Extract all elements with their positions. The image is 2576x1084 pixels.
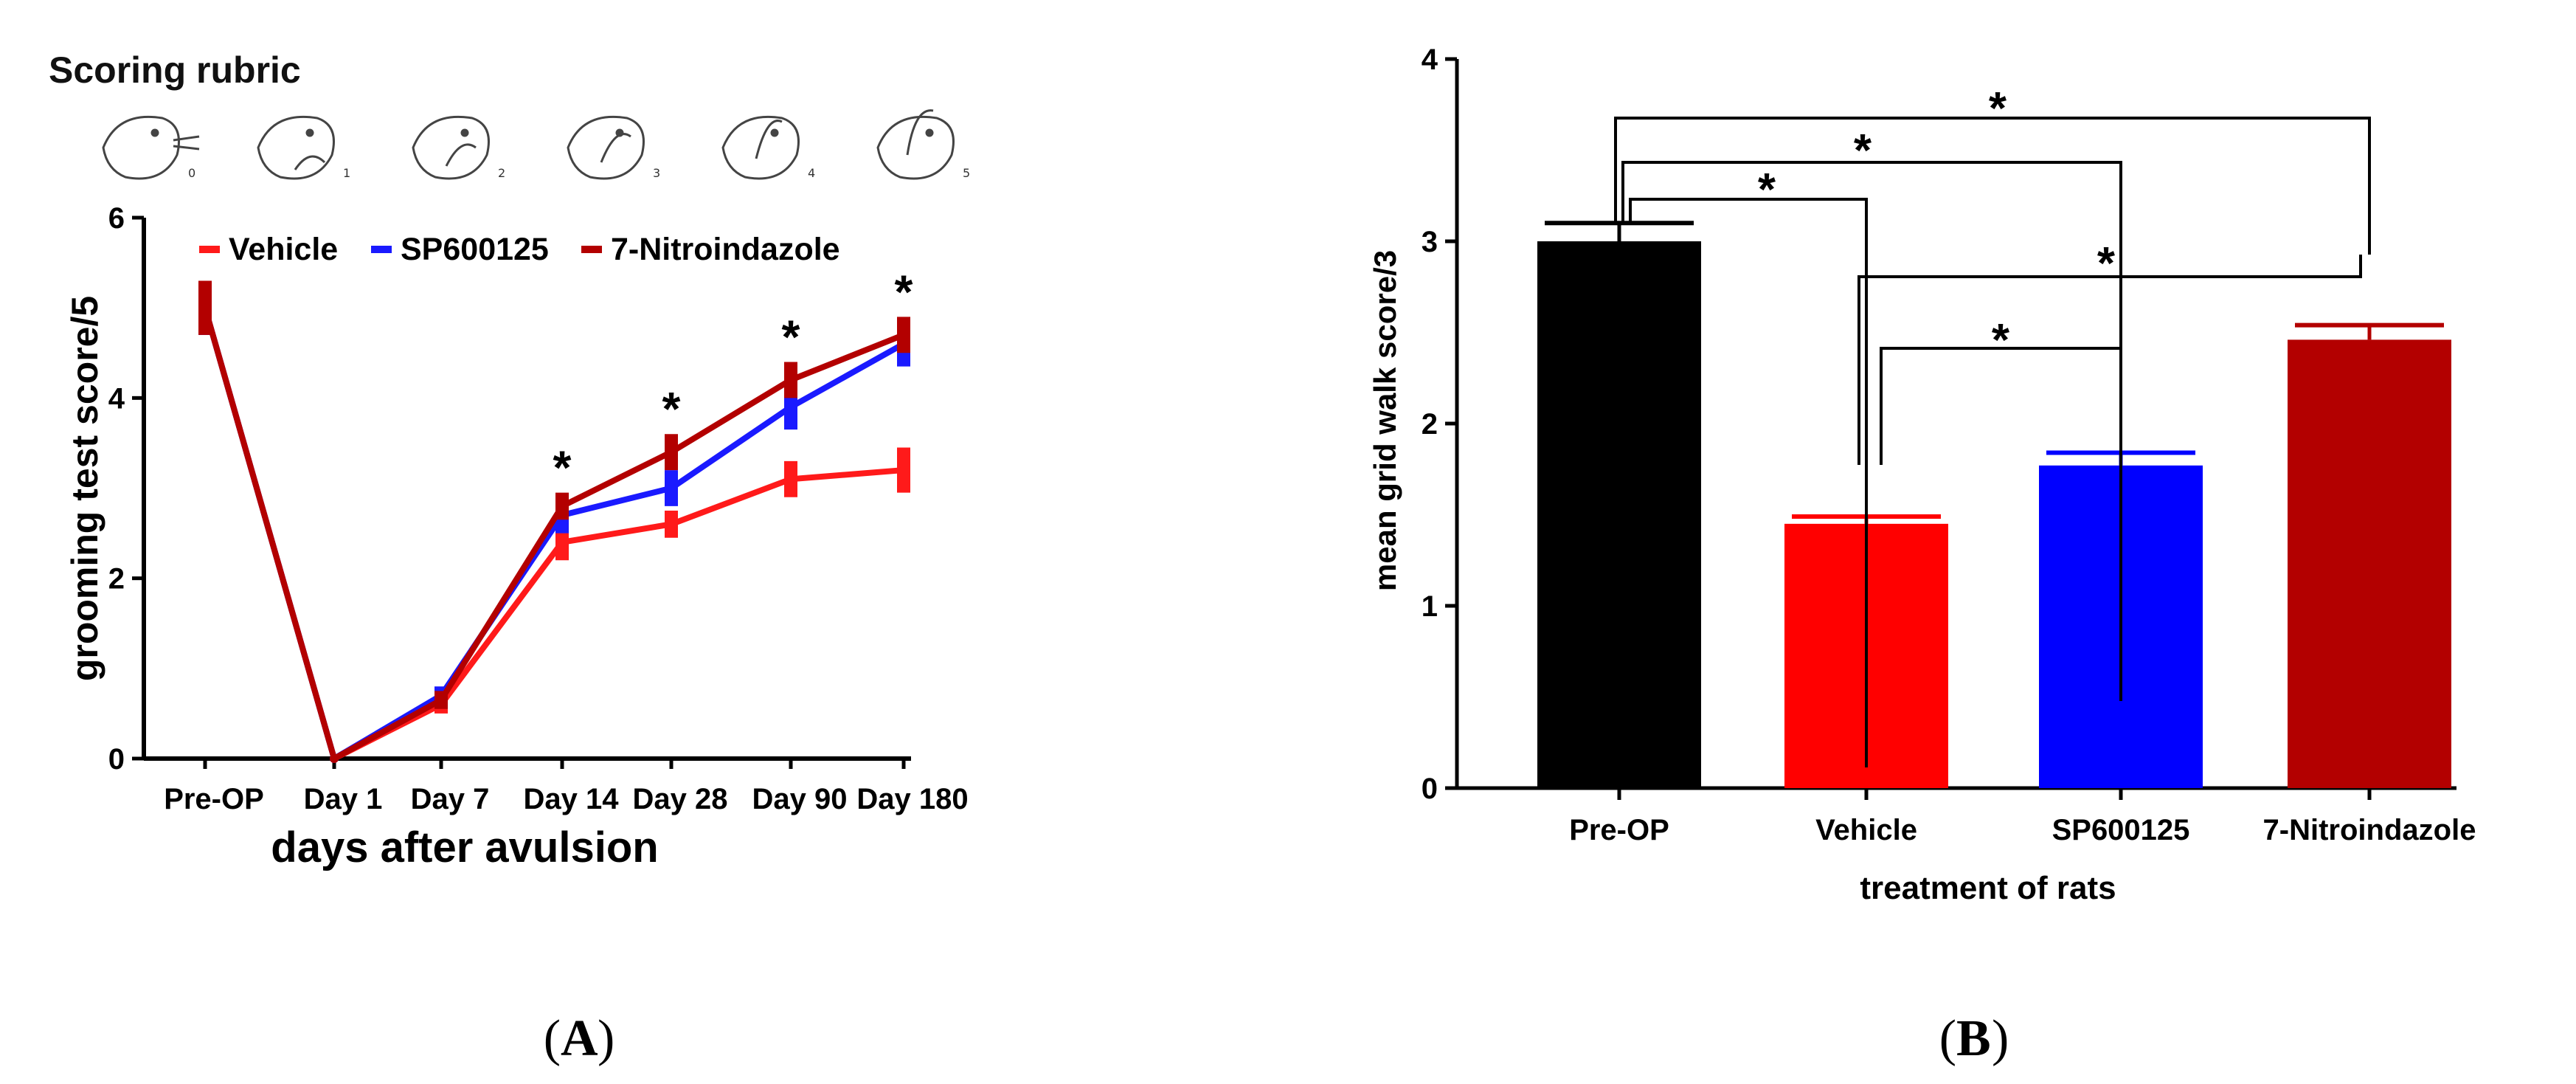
a-y-ticks: 0 2 4 6 <box>108 202 144 776</box>
bracket-preop-vs-sp <box>1621 161 2122 701</box>
a-y-axis-label: grooming test score/5 <box>64 296 105 681</box>
a-significance-star-day-90: * <box>782 310 800 363</box>
b-star-vehicle-vs-7ni: * <box>2097 238 2116 289</box>
data-point-7-nitroindazole-5 <box>786 375 795 384</box>
bracket-preop-vs-7ni <box>1614 117 2371 255</box>
a-y-tick-label-2: 2 <box>108 563 125 595</box>
rubric-rat-icon-1 <box>257 115 335 180</box>
data-point-sp600125-5 <box>786 402 795 412</box>
data-point-vehicle-6 <box>899 466 908 475</box>
data-point-7-nitroindazole-2 <box>437 695 446 705</box>
b-y-tick-label-4: 4 <box>1422 44 1438 76</box>
a-x-axis-label: days after avulsion <box>271 824 658 871</box>
rubric-label-4: 4 <box>808 166 815 180</box>
series-line-7-nitroindazole <box>202 307 905 763</box>
b-y-tick-label-2: 2 <box>1422 408 1438 441</box>
b-y-tick-label-0: 0 <box>1422 773 1438 805</box>
rubric-label-3: 3 <box>653 166 660 180</box>
rubric-label-0: 0 <box>188 166 195 180</box>
a-x-tick-label-day-28: Day 28 <box>633 783 728 815</box>
b-x-tick-label-vehicle: Vehicle <box>1815 814 1917 846</box>
bracket-vehicle-vs-sp <box>1880 347 2122 465</box>
panel-b-close-paren: ) <box>1992 1010 2009 1067</box>
data-point-7-nitroindazole-1 <box>330 754 339 763</box>
b-x-tick-label-sp600125: SP600125 <box>2052 814 2190 846</box>
data-point-7-nitroindazole-6 <box>899 330 908 339</box>
rubric-rat-icon-0 <box>102 115 200 180</box>
data-point-sp600125-4 <box>667 483 676 493</box>
a-series-group <box>198 280 910 764</box>
panel-a-close-paren: ) <box>598 1010 614 1067</box>
rubric-title: Scoring rubric <box>49 49 301 91</box>
data-point-7-nitroindazole-0 <box>201 303 210 313</box>
data-point-7-nitroindazole-4 <box>667 447 676 457</box>
b-y-tick-label-3: 3 <box>1422 226 1438 258</box>
b-y-tick-label-1: 1 <box>1422 590 1438 623</box>
a-significance-star-day-28: * <box>662 382 681 435</box>
b-x-tick-label-7-nitroindazole: 7-Nitroindazole <box>2263 814 2476 846</box>
legend-label-sp600125: SP600125 <box>401 232 549 267</box>
bar-7-nitroindazole <box>2288 339 2451 788</box>
rubric-strip <box>102 109 955 180</box>
b-x-ticks: Pre-OP Vehicle SP600125 7-Nitroindazole <box>1569 788 2476 846</box>
a-y-tick-label-6: 6 <box>108 202 125 235</box>
a-legend: Vehicle SP600125 7-Nitroindazole <box>199 232 840 267</box>
b-star-preop-vs-sp: * <box>1854 125 1872 176</box>
b-star-vehicle-vs-sp: * <box>1992 315 2010 366</box>
a-x-tick-label-day-180: Day 180 <box>856 783 968 815</box>
rubric-rat-icon-3 <box>567 115 645 180</box>
panel-b-open-paren: ( <box>1939 1010 1956 1067</box>
b-brackets <box>1614 117 2371 767</box>
a-x-tick-label-pre-op: Pre-OP <box>164 783 264 815</box>
rubric-rat-icon-4 <box>721 115 800 180</box>
b-bars-group <box>1537 221 2451 788</box>
rubric-rat-icon-5 <box>876 109 955 180</box>
panel-a: Scoring rubric <box>49 49 970 1067</box>
a-x-tick-label-day-14: Day 14 <box>524 783 620 815</box>
a-y-tick-label-0: 0 <box>108 743 125 776</box>
bracket-vehicle-vs-7ni <box>1857 255 2362 465</box>
panel-b-label: B <box>1956 1010 1991 1067</box>
a-significance-group: * * * * <box>553 265 913 494</box>
a-x-tick-label-day-90: Day 90 <box>752 783 848 815</box>
b-star-preop-vs-7ni: * <box>1989 83 2007 134</box>
bracket-preop-vs-vehicle <box>1629 198 1868 767</box>
data-point-vehicle-4 <box>667 519 676 529</box>
b-star-preop-vs-vehicle: * <box>1758 165 1776 215</box>
panel-a-open-paren: ( <box>544 1010 561 1067</box>
rubric-rat-icon-2 <box>412 115 490 180</box>
rubric-label-5: 5 <box>963 166 970 180</box>
bar-pre-op <box>1537 241 1701 788</box>
data-point-7-nitroindazole-3 <box>558 501 567 511</box>
data-point-vehicle-5 <box>786 474 795 484</box>
a-significance-star-day-180: * <box>895 265 913 318</box>
panel-b: 0 1 2 3 4 Pre-OP Vehicle SP600125 7-Nitroindazo… <box>1368 44 2476 1067</box>
legend-label-vehicle: Vehicle <box>229 232 338 267</box>
a-y-tick-label-4: 4 <box>108 382 125 415</box>
b-y-ticks: 0 1 2 3 4 <box>1422 44 1457 805</box>
a-x-ticks: Pre-OP Day 1 Day 7 Day 14 Day 28 Day 90 Day 18… <box>164 759 969 815</box>
rubric-label-2: 2 <box>498 166 505 180</box>
b-x-tick-label-pre-op: Pre-OP <box>1569 814 1669 846</box>
a-significance-star-day-14: * <box>553 441 572 494</box>
b-x-axis-label: treatment of rats <box>1860 870 2116 906</box>
legend-label-7-nitroindazole: 7-Nitroindazole <box>611 232 840 267</box>
panel-a-label: A <box>561 1010 598 1067</box>
a-x-tick-label-day-7: Day 7 <box>411 783 490 815</box>
b-y-axis-label: mean grid walk score/3 <box>1368 250 1402 591</box>
rubric-label-1: 1 <box>343 166 350 180</box>
a-x-tick-label-day-1: Day 1 <box>304 783 383 815</box>
data-point-vehicle-3 <box>558 537 567 547</box>
